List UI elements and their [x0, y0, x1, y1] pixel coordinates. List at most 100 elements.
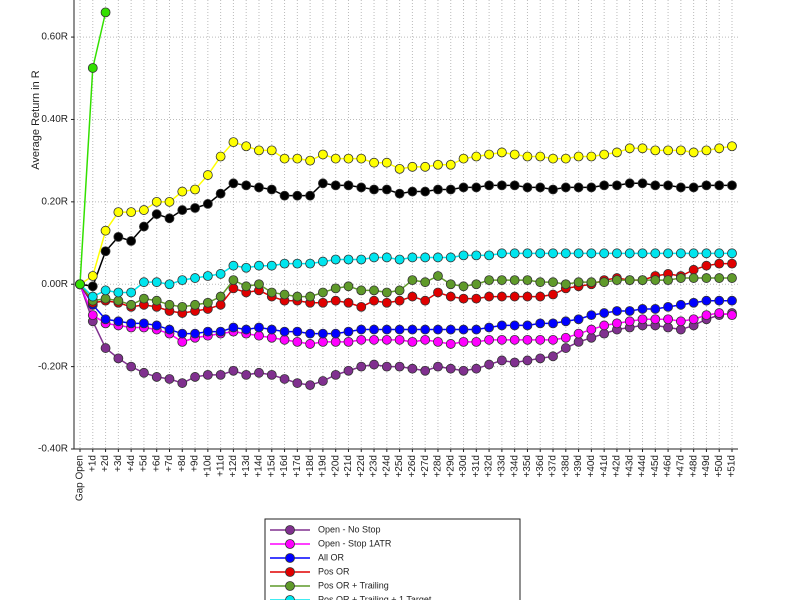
data-point	[305, 380, 316, 391]
data-point	[126, 318, 137, 329]
x-tick-label: +22d	[356, 455, 367, 478]
data-point	[727, 180, 737, 191]
data-point	[445, 252, 456, 263]
data-point	[330, 336, 341, 347]
data-point	[433, 336, 443, 347]
data-point	[369, 184, 379, 195]
data-point	[215, 188, 226, 199]
data-point	[586, 151, 597, 162]
data-point	[675, 316, 686, 327]
data-point	[343, 326, 354, 337]
data-point	[356, 285, 367, 296]
data-point	[484, 334, 494, 345]
data-point	[624, 306, 635, 316]
data-point	[113, 207, 124, 218]
data-point	[496, 334, 507, 345]
y-axis-label: Average Return in R	[30, 70, 42, 170]
data-point	[560, 182, 571, 193]
x-tick-label: +42d	[612, 455, 623, 478]
x-tick-label: +7d	[164, 455, 175, 472]
x-tick-label: +18d	[305, 455, 316, 478]
data-point	[637, 275, 648, 286]
x-tick-label: +39d	[573, 455, 584, 478]
data-point	[458, 293, 469, 304]
data-point	[241, 281, 252, 292]
data-point	[727, 295, 737, 306]
data-point	[215, 326, 226, 337]
data-point	[714, 295, 725, 306]
data-point	[151, 295, 162, 306]
x-tick-label: +34d	[509, 455, 520, 478]
legend-marker	[285, 553, 295, 563]
data-point	[100, 246, 111, 257]
data-point	[394, 285, 405, 296]
data-point	[318, 297, 328, 308]
data-point	[100, 285, 111, 296]
x-tick-label: +28d	[433, 455, 444, 478]
data-point	[522, 291, 533, 302]
x-tick-label: +24d	[381, 455, 392, 478]
data-point	[650, 248, 661, 259]
data-point	[714, 180, 725, 191]
data-point	[113, 316, 124, 327]
x-tick-label: +41d	[599, 455, 610, 478]
data-point	[139, 277, 149, 288]
data-point	[241, 369, 252, 380]
data-point	[266, 369, 277, 380]
x-tick-label: +1d	[87, 455, 98, 472]
data-point	[637, 314, 648, 325]
data-point	[727, 141, 737, 152]
data-point	[573, 277, 584, 288]
data-point	[305, 291, 316, 302]
data-point	[139, 318, 149, 329]
x-tick-label: +16d	[279, 455, 290, 478]
data-point	[202, 369, 213, 380]
data-point	[484, 322, 494, 333]
data-point	[241, 324, 252, 335]
data-point	[177, 186, 188, 197]
data-point	[586, 324, 597, 335]
x-tick-label: +10d	[202, 455, 213, 478]
data-point	[190, 299, 200, 310]
data-point	[100, 293, 111, 304]
data-point	[522, 248, 533, 259]
x-tick-label: +32d	[484, 455, 495, 478]
data-point	[650, 275, 661, 286]
data-point	[343, 254, 354, 265]
x-tick-label: +35d	[522, 455, 533, 478]
series-line	[79, 283, 732, 335]
data-point	[343, 336, 354, 347]
data-point	[228, 275, 239, 286]
legend-label: Pos OR	[318, 566, 350, 576]
data-point	[573, 182, 584, 193]
legend-marker	[285, 581, 295, 591]
data-point	[151, 320, 162, 331]
data-point	[535, 334, 546, 345]
data-point	[126, 207, 137, 218]
series-line	[79, 141, 733, 285]
data-point	[496, 275, 507, 286]
data-point	[522, 334, 533, 345]
data-point	[522, 355, 533, 366]
data-point	[228, 365, 239, 376]
data-point	[675, 299, 686, 310]
data-point	[509, 180, 520, 191]
data-point	[535, 277, 546, 288]
data-point	[330, 328, 341, 339]
data-point	[113, 295, 124, 306]
legend-marker	[285, 525, 295, 535]
data-point	[509, 320, 520, 331]
x-tick-label: +15d	[266, 455, 277, 478]
x-tick-label: +43d	[624, 455, 635, 478]
data-point	[343, 365, 354, 376]
data-point	[279, 374, 290, 384]
legend-label: Open - Stop 1ATR	[318, 538, 392, 548]
data-point	[100, 7, 111, 18]
data-point	[215, 151, 226, 162]
data-point	[560, 153, 571, 164]
data-point	[522, 275, 533, 286]
data-point	[548, 334, 558, 345]
data-point	[650, 304, 661, 314]
data-point	[586, 182, 597, 193]
data-point	[586, 277, 597, 288]
